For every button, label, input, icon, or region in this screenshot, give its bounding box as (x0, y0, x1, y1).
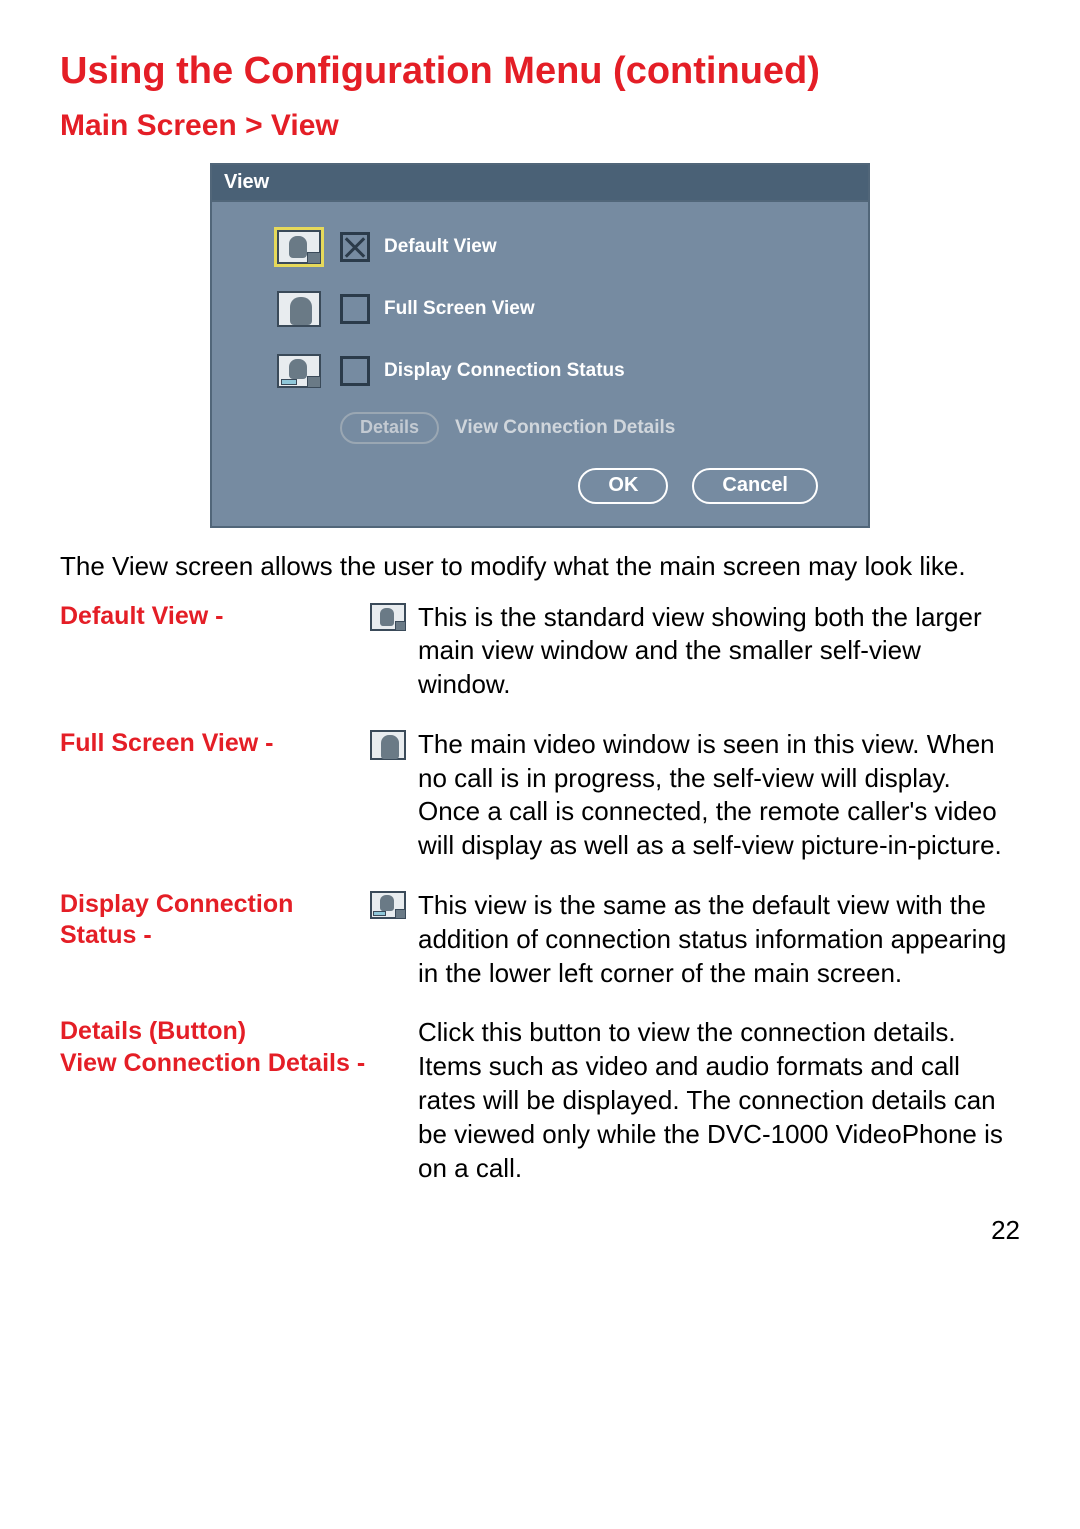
details-label: View Connection Details (455, 417, 675, 439)
definition-body: Click this button to view the connection… (418, 1016, 1020, 1185)
option-display-connection-status[interactable]: Display Connection Status (272, 350, 828, 392)
option-label: Full Screen View (384, 298, 535, 320)
definition-row: Display Connection Status - This view is… (60, 889, 1020, 990)
definition-body: This view is the same as the default vie… (418, 889, 1020, 990)
definition-body: This is the standard view showing both t… (418, 601, 1020, 702)
definition-row: Default View - This is the standard view… (60, 601, 1020, 702)
option-label: Display Connection Status (384, 360, 625, 382)
definition-row: Details (Button) View Connection Details… (60, 1016, 1020, 1185)
view-dialog: View Default View Full Screen View (210, 163, 870, 528)
full-screen-view-icon (370, 728, 418, 765)
default-view-checkbox[interactable] (340, 232, 370, 262)
details-button[interactable]: Details (340, 412, 439, 444)
connection-status-icon (272, 350, 326, 392)
definition-term: Display Connection Status - (60, 889, 370, 952)
full-screen-view-icon (272, 288, 326, 330)
connection-status-checkbox[interactable] (340, 356, 370, 386)
definition-term: Details (Button) View Connection Details… (60, 1016, 418, 1079)
definition-body: The main video window is seen in this vi… (418, 728, 1020, 863)
breadcrumb: Main Screen > View (60, 109, 1020, 143)
full-screen-view-checkbox[interactable] (340, 294, 370, 324)
option-label: Default View (384, 236, 497, 258)
connection-status-icon (370, 889, 418, 924)
definitions-table: Default View - This is the standard view… (60, 601, 1020, 1186)
cancel-button[interactable]: Cancel (692, 468, 818, 504)
option-full-screen-view[interactable]: Full Screen View (272, 288, 828, 330)
definition-term: Full Screen View - (60, 728, 370, 759)
default-view-icon (370, 601, 418, 636)
ok-button[interactable]: OK (578, 468, 668, 504)
page-title: Using the Configuration Menu (continued) (60, 50, 1020, 93)
intro-text: The View screen allows the user to modif… (60, 550, 1020, 583)
definition-term: Default View - (60, 601, 370, 632)
page-number: 22 (60, 1215, 1020, 1246)
dialog-titlebar: View (212, 165, 868, 202)
definition-row: Full Screen View - The main video window… (60, 728, 1020, 863)
option-default-view[interactable]: Default View (272, 226, 828, 268)
default-view-icon (272, 226, 326, 268)
